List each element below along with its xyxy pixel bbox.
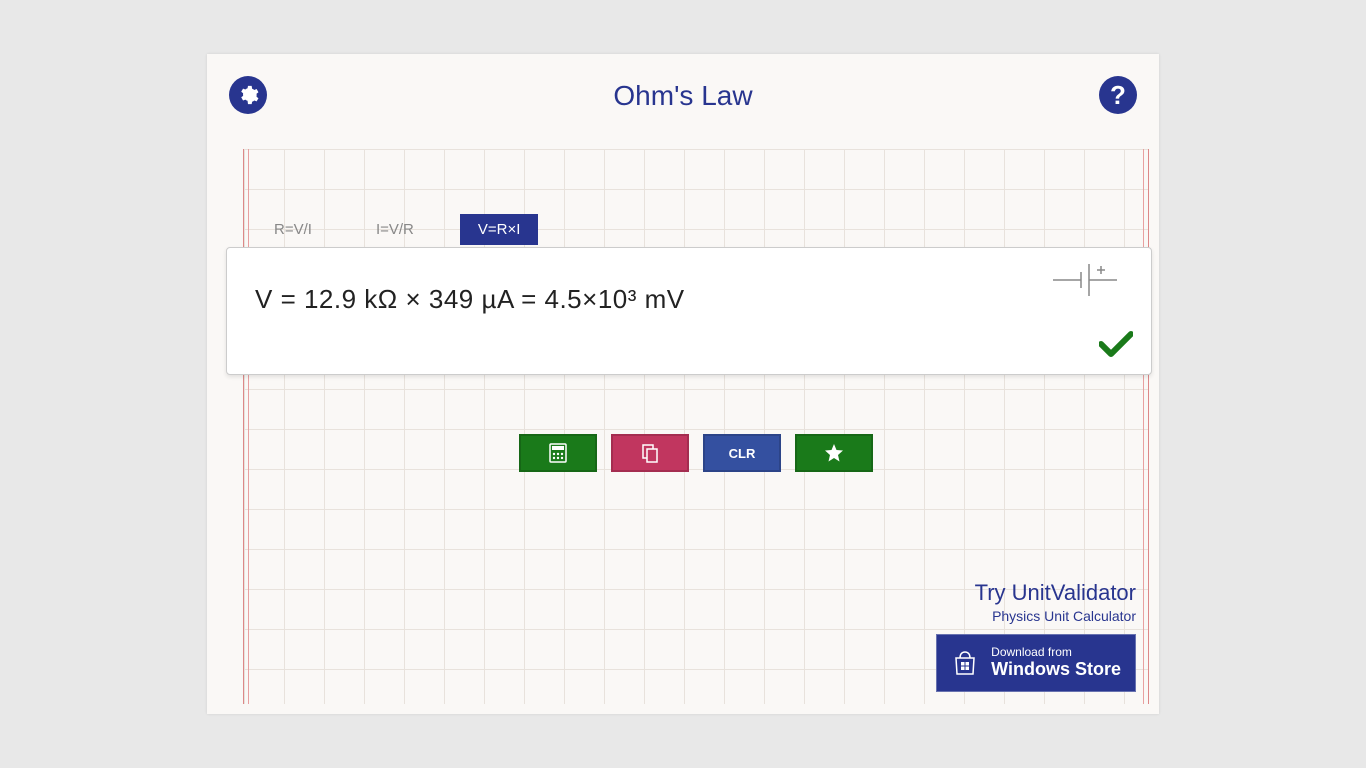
formula-display: V = 12.9 kΩ × 349 µA = 4.5×10³ mV — [255, 284, 685, 315]
result-panel: V = 12.9 kΩ × 349 µA = 4.5×10³ mV — [226, 247, 1152, 375]
tab-resistance[interactable]: R=V/I — [256, 214, 330, 245]
favorite-button[interactable] — [795, 434, 873, 472]
promo-section: Try UnitValidator Physics Unit Calculato… — [936, 580, 1136, 692]
action-buttons: CLR — [519, 434, 873, 472]
page-title: Ohm's Law — [207, 54, 1159, 112]
checkmark-icon — [1099, 329, 1133, 366]
store-button-text: Download from Windows Store — [991, 645, 1121, 681]
shopping-bag-icon — [951, 649, 979, 677]
windows-store-button[interactable]: Download from Windows Store — [936, 634, 1136, 692]
calculate-button[interactable] — [519, 434, 597, 472]
app-window: Ohm's Law ? R=V/I I=V/R V=R×I V = 12.9 k… — [207, 54, 1159, 714]
formula-tabs: R=V/I I=V/R V=R×I — [256, 214, 538, 245]
store-line2: Windows Store — [991, 659, 1121, 681]
battery-symbol-icon — [1053, 260, 1123, 300]
star-icon — [824, 443, 844, 463]
margin-line-right — [1143, 149, 1144, 704]
store-line1: Download from — [991, 645, 1121, 659]
promo-title: Try UnitValidator — [936, 580, 1136, 606]
tab-voltage[interactable]: V=R×I — [460, 214, 539, 245]
calculator-icon — [549, 443, 567, 463]
promo-subtitle: Physics Unit Calculator — [936, 608, 1136, 624]
tab-current[interactable]: I=V/R — [358, 214, 432, 245]
question-icon: ? — [1110, 80, 1126, 111]
gear-icon — [237, 84, 259, 106]
copy-button[interactable] — [611, 434, 689, 472]
copy-icon — [640, 443, 660, 463]
header: Ohm's Law ? — [207, 54, 1159, 134]
settings-button[interactable] — [229, 76, 267, 114]
margin-line-left — [248, 149, 249, 704]
workspace-grid: R=V/I I=V/R V=R×I V = 12.9 kΩ × 349 µA =… — [243, 149, 1149, 704]
clear-button[interactable]: CLR — [703, 434, 781, 472]
help-button[interactable]: ? — [1099, 76, 1137, 114]
